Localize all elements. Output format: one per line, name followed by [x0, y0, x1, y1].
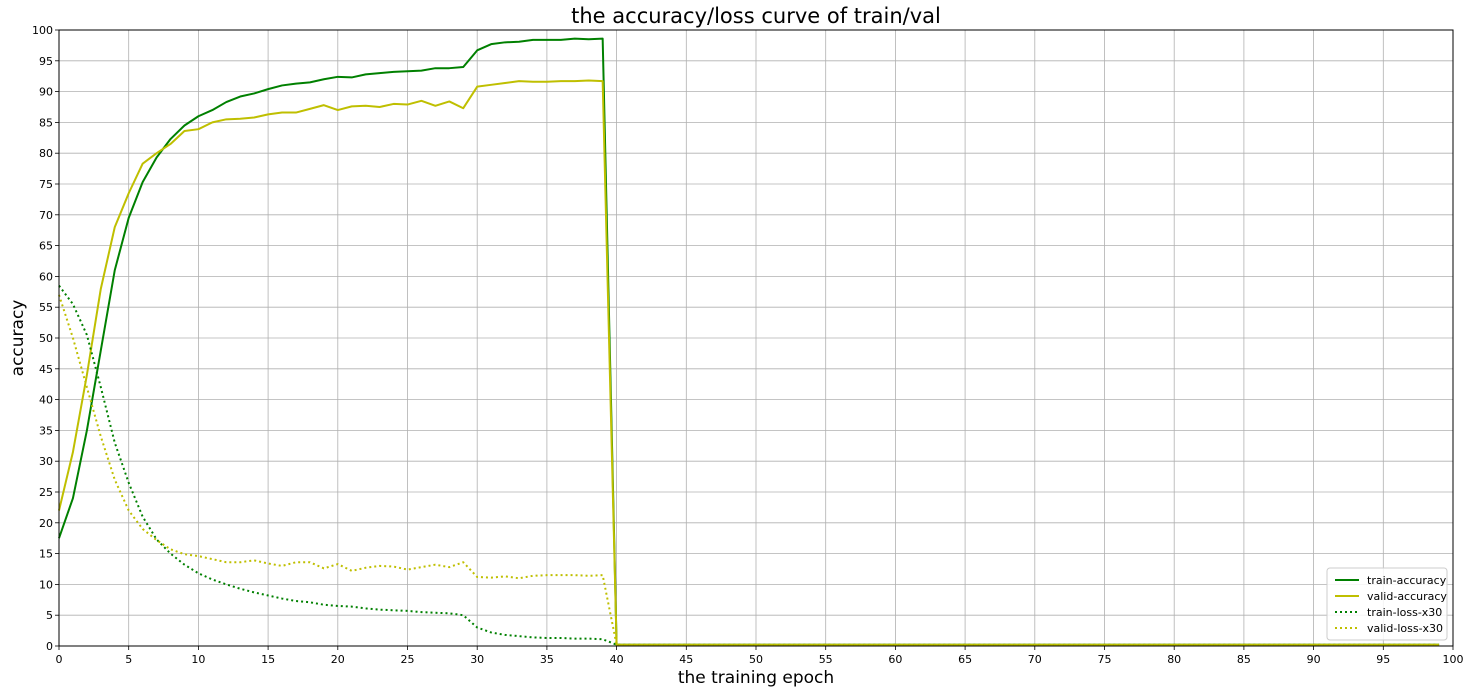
x-tick-label: 95 [1376, 653, 1390, 666]
y-tick-label: 55 [39, 301, 53, 314]
x-axis-label: the training epoch [678, 668, 834, 688]
y-tick-label: 60 [39, 270, 53, 283]
x-tick-label: 45 [679, 653, 693, 666]
legend-label-valid-accuracy: valid-accuracy [1367, 590, 1447, 603]
y-tick-label: 50 [39, 332, 53, 345]
y-tick-label: 20 [39, 517, 53, 530]
y-tick-label: 90 [39, 86, 53, 99]
legend-label-train-loss-x30: train-loss-x30 [1367, 606, 1442, 619]
x-tick-label: 85 [1237, 653, 1251, 666]
series-line-train-loss-x30 [58, 285, 1440, 646]
y-tick-label: 35 [39, 424, 53, 437]
y-tick-label: 75 [39, 178, 53, 191]
chart-title: the accuracy/loss curve of train/val [571, 4, 941, 28]
x-tick-label: 0 [56, 653, 63, 666]
y-tick-label: 85 [39, 116, 53, 129]
y-tick-label: 40 [39, 394, 53, 407]
x-tick-label: 100 [1443, 653, 1464, 666]
legend-box [1326, 567, 1448, 641]
y-tick-label: 45 [39, 363, 53, 376]
plot-series [58, 37, 1440, 646]
x-tick-label: 20 [331, 653, 345, 666]
x-tick-label: 15 [261, 653, 275, 666]
x-tick-label: 35 [540, 653, 554, 666]
x-tick-label: 70 [1028, 653, 1042, 666]
y-tick-label: 15 [39, 548, 53, 561]
legend-label-valid-loss-x30: valid-loss-x30 [1367, 622, 1443, 635]
x-tick-label: 50 [749, 653, 763, 666]
x-tick-label: 30 [470, 653, 484, 666]
legend-label-train-accuracy: train-accuracy [1367, 574, 1447, 587]
grid [58, 29, 1454, 647]
x-tick-label: 75 [1098, 653, 1112, 666]
x-tick-label: 55 [819, 653, 833, 666]
y-tick-label: 0 [46, 640, 53, 653]
axis-ticks: 0 5 10 15 20 25 30 35 40 45 50 55 60 65 70 75 80 85 90 95 10… [32, 24, 1464, 666]
y-tick-label: 70 [39, 209, 53, 222]
y-axis-label: accuracy [8, 300, 28, 377]
y-tick-label: 80 [39, 147, 53, 160]
x-tick-label: 65 [958, 653, 972, 666]
series-line-valid-accuracy [58, 79, 1440, 646]
y-tick-label: 100 [32, 24, 53, 37]
y-tick-label: 65 [39, 240, 53, 253]
x-tick-label: 90 [1307, 653, 1321, 666]
y-tick-label: 5 [46, 609, 53, 622]
x-tick-label: 5 [125, 653, 132, 666]
y-tick-label: 10 [39, 578, 53, 591]
series-line-valid-loss-x30 [58, 294, 1440, 646]
x-tick-label: 10 [191, 653, 205, 666]
x-tick-label: 60 [888, 653, 902, 666]
x-tick-label: 80 [1167, 653, 1181, 666]
y-tick-label: 95 [39, 55, 53, 68]
legend: train-accuracy valid-accuracy train-loss-x… [1326, 567, 1448, 641]
y-tick-label: 30 [39, 455, 53, 468]
x-tick-label: 40 [610, 653, 624, 666]
y-tick-label: 25 [39, 486, 53, 499]
x-tick-label: 25 [401, 653, 415, 666]
